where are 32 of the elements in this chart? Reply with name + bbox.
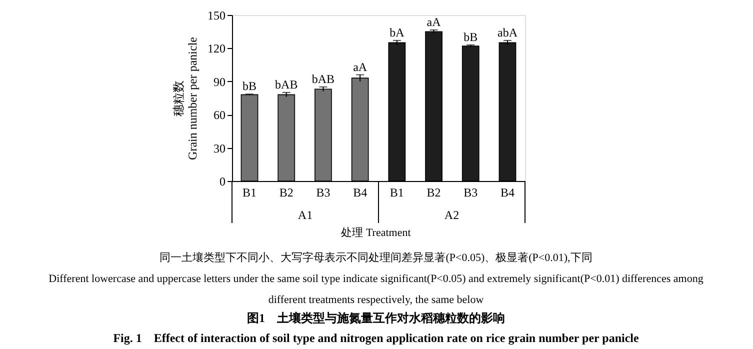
text: 穗粒数 [172,80,186,116]
x-tick-label: B3 [464,186,478,200]
x-tick-label: B2 [279,186,294,200]
data-label: aA [426,14,442,29]
text: A1 [298,208,313,222]
text: Fig. 1 Effect of interaction of soil type and nitrogen application rate on rice grain number per panicle [113,331,639,345]
text: A2 [444,208,460,222]
data-label: bA [390,25,405,40]
y-tick-label: 150 [208,8,226,22]
y-tick-label: 30 [214,141,226,156]
data-label: abA [497,25,518,40]
y-tick-label: 60 [214,108,226,122]
x-tick-label: B4 [353,186,368,200]
data-label: bAB [275,77,298,92]
text: 图1 土壤类型与施氮量互作对水稻穗粒数的影响 [247,311,505,325]
x-tick-label: B2 [426,186,441,200]
x-axis-title: 处理 Treatment [341,226,411,239]
text: Different lowercase and uppercase letters under the same soil type indicate significant(P<0.05) and extremely significant(P<0.01) differences among [48,273,704,285]
x-tick-label: B1 [242,186,257,200]
data-label: aA [353,60,368,74]
y-tick-label: 0 [220,174,226,188]
data-label: bB [242,79,257,94]
text: Grain number per panicle [186,37,200,160]
x-tick-label: B4 [500,186,514,200]
data-label: bAB [312,72,335,86]
x-tick-label: B1 [390,186,404,200]
text: 同一土壤类型下不同小、大写字母表示不同处理间差异显著(P<0.05)、极显著(P<0.01),下同 [160,251,592,264]
y-tick-label: 120 [208,42,226,56]
y-tick-label: 90 [214,74,226,89]
data-label: bB [464,30,478,44]
text: different treatments respectively, the same below [268,294,484,306]
x-tick-label: B3 [316,186,330,200]
